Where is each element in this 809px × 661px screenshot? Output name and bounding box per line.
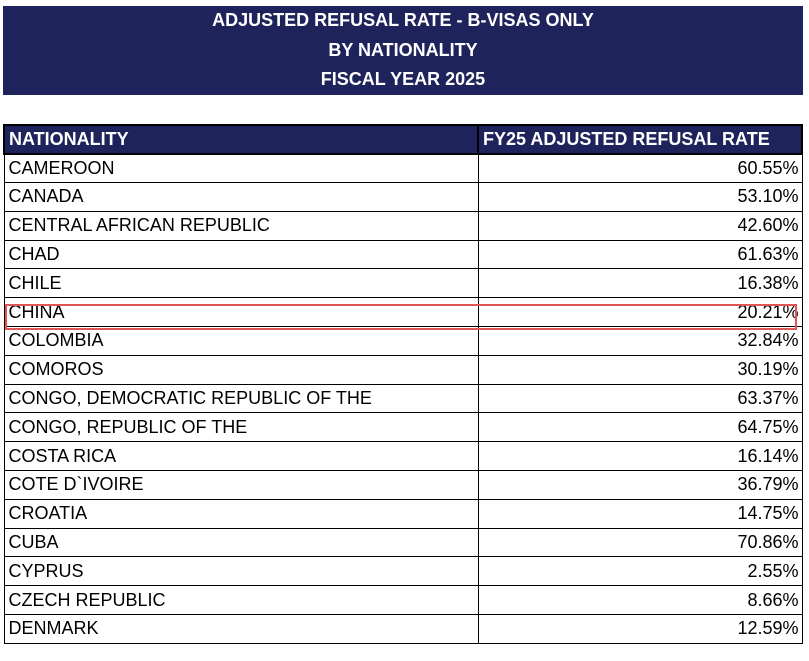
rate-cell: 36.79% <box>477 470 803 500</box>
table-row: CHAD 61.63% <box>3 239 803 270</box>
table-row: DENMARK 12.59% <box>3 614 803 644</box>
rate-cell: 63.37% <box>477 383 803 414</box>
rate-cell: 16.14% <box>477 441 803 472</box>
header-row: NATIONALITY FY25 ADJUSTED REFUSAL RATE <box>3 124 803 155</box>
nationality-cell: COMOROS <box>3 354 479 385</box>
title-banner: ADJUSTED REFUSAL RATE - B-VISAS ONLY BY N… <box>3 6 803 95</box>
rate-cell: 32.84% <box>477 326 803 356</box>
table-row: CUBA 70.86% <box>3 527 803 558</box>
rate-cell: 16.38% <box>477 268 803 299</box>
rate-cell: 61.63% <box>477 239 803 270</box>
nationality-cell: COTE D`IVOIRE <box>3 470 479 500</box>
nationality-cell: CENTRAL AFRICAN REPUBLIC <box>3 210 479 241</box>
nationality-cell: CHILE <box>3 268 479 299</box>
title-line: ADJUSTED REFUSAL RATE - B-VISAS ONLY <box>212 10 594 30</box>
table-row: CHILE 16.38% <box>3 268 803 299</box>
nationality-cell: CROATIA <box>3 498 479 529</box>
nationality-cell: CAMEROON <box>3 153 479 184</box>
rate-cell: 12.59% <box>477 614 803 644</box>
nationality-cell: CHAD <box>3 239 479 270</box>
column-header: FY25 ADJUSTED REFUSAL RATE <box>477 124 803 155</box>
table-row: CROATIA 14.75% <box>3 498 803 529</box>
column-header: NATIONALITY <box>3 124 479 155</box>
table-row: CZECH REPUBLIC 8.66% <box>3 585 803 616</box>
table-row: COTE D`IVOIRE 36.79% <box>3 470 803 500</box>
refusal-table: NATIONALITY FY25 ADJUSTED REFUSAL RATE CA… <box>3 124 803 644</box>
rate-cell: 70.86% <box>477 527 803 558</box>
table-row: CENTRAL AFRICAN REPUBLIC 42.60% <box>3 210 803 241</box>
table-row: COSTA RICA 16.14% <box>3 441 803 472</box>
table-row: CANADA 53.10% <box>3 182 803 212</box>
nationality-cell: COSTA RICA <box>3 441 479 472</box>
table-body: CAMEROON 60.55% CANADA 53.10% CENTRAL AFRICA… <box>3 153 803 644</box>
nationality-cell: CUBA <box>3 527 479 558</box>
nationality-cell: CANADA <box>3 182 479 212</box>
nationality-cell: CONGO, REPUBLIC OF THE <box>3 412 479 443</box>
table-row: COLOMBIA 32.84% <box>3 326 803 356</box>
title-line: FISCAL YEAR 2025 <box>320 69 486 90</box>
nationality-cell: CYPRUS <box>3 556 479 587</box>
nationality-cell: DENMARK <box>3 614 479 644</box>
nationality-cell: CZECH REPUBLIC <box>3 585 479 616</box>
table-row: CHINA 20.21% <box>3 297 803 328</box>
rate-cell: 53.10% <box>477 182 803 212</box>
rate-cell: 60.55% <box>477 153 803 184</box>
table-row: CAMEROON 60.55% <box>3 153 803 184</box>
rate-cell: 42.60% <box>477 210 803 241</box>
rate-cell: 8.66% <box>477 585 803 616</box>
nationality-cell: CHINA <box>3 297 479 328</box>
table-row: COMOROS 30.19% <box>3 354 803 385</box>
rate-cell: 14.75% <box>477 498 803 529</box>
nationality-cell: COLOMBIA <box>3 326 479 356</box>
rate-cell: 30.19% <box>477 354 803 385</box>
table-row: CONGO, REPUBLIC OF THE 64.75% <box>3 412 803 443</box>
nationality-cell: CONGO, DEMOCRATIC REPUBLIC OF THE <box>3 383 479 414</box>
rate-cell: 20.21% <box>477 297 803 328</box>
rate-cell: 64.75% <box>477 412 803 443</box>
rate-cell: 2.55% <box>477 556 803 587</box>
table-row: CONGO, DEMOCRATIC REPUBLIC OF THE 63.37% <box>3 383 803 414</box>
table-row: CYPRUS 2.55% <box>3 556 803 587</box>
title-line: BY NATIONALITY <box>328 39 478 60</box>
